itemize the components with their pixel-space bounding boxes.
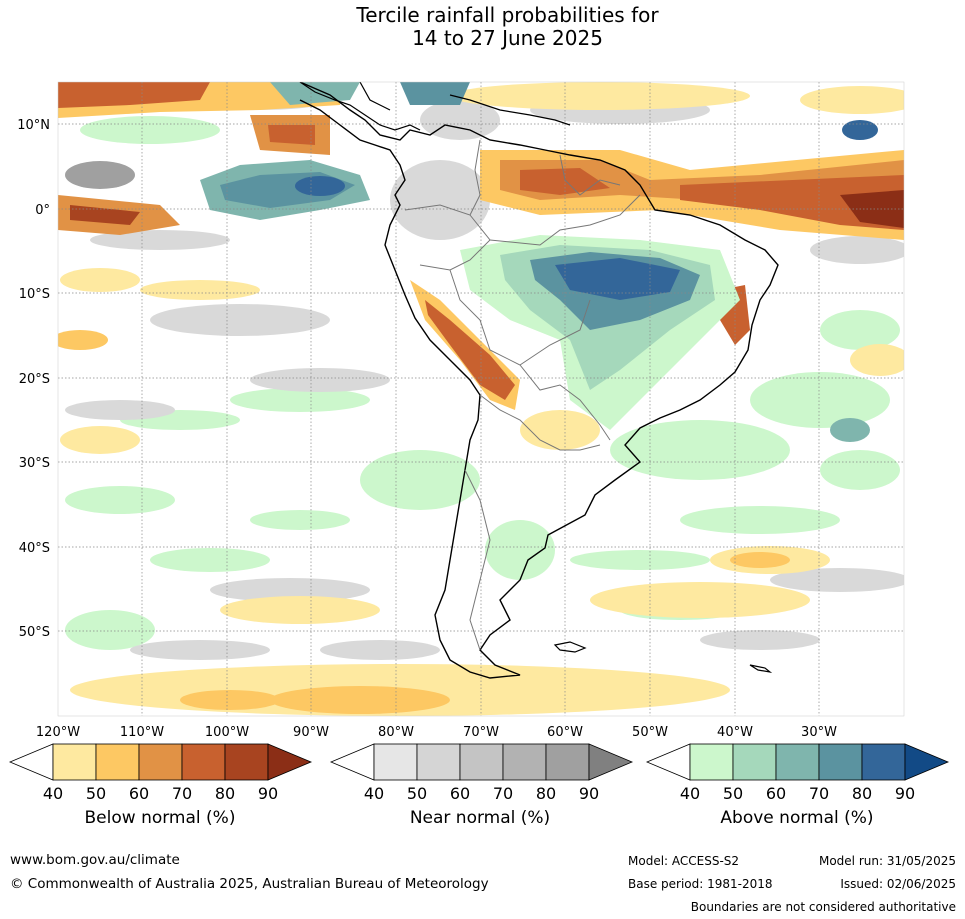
below-normal-core-equator-west [70,205,140,225]
south-georgia [749,664,773,673]
above-normal-colorbar-max-extension [904,743,950,781]
lat-label: 50°S [19,625,50,640]
below-normal-colorbar-tick: 90 [258,784,278,803]
near-normal-colorbar-segment [545,743,590,781]
lon-label: 80°W [378,725,414,740]
above-normal-colorbar-tick: 40 [680,784,700,803]
model-text: Model: ACCESS-S2 [628,854,740,868]
above-normal-colorbar-tick: 70 [809,784,829,803]
lon-label: 60°W [547,725,583,740]
latitude-labels: 10°N 0° 10°S 20°S 30°S 40°S 50°S [17,118,50,640]
title-line-2: 14 to 27 June 2025 [412,26,603,50]
lon-label: 100°W [205,725,249,740]
above-normal-pacific-core [295,176,345,196]
near-normal-colorbar-segment [502,743,547,781]
near-normal-colorbar-tick: 50 [407,784,427,803]
above-normal-colorbar-min-extension [645,743,691,781]
below-normal-colorbar-tick: 50 [86,784,106,803]
near-normal-colorbar-segment [416,743,461,781]
near-normal-colorbar-max-extension [588,743,634,781]
colorbars: 40 50 60 70 80 90 40 50 60 70 80 90 40 50 60 70 80 90 [8,743,950,803]
longitude-labels: 120°W 110°W 100°W 90°W 80°W 70°W 60°W 50… [36,725,837,740]
lon-label: 110°W [120,725,164,740]
lon-label: 40°W [717,725,753,740]
above-normal-colorbar-tick: 50 [723,784,743,803]
above-normal-patches [65,116,900,650]
lon-label: 70°W [463,725,499,740]
website-text: www.bom.gov.au/climate [10,852,180,868]
copyright-text: © Commonwealth of Australia 2025, Austra… [10,876,489,892]
above-normal-caribbean [400,82,470,105]
model-run-text: Model run: 31/05/2025 [818,854,956,868]
above-normal-amazon-core [555,258,680,300]
near-normal-colorbar-min-extension [329,743,375,781]
near-normal-label: Near normal (%) [409,808,551,828]
graticule [58,82,904,716]
lon-label: 50°W [632,725,668,740]
below-normal-core-100w [268,125,315,145]
base-period-text: Base period: 1981-2018 [628,877,773,891]
map-frame [57,81,905,717]
above-normal-colorbar-segment [775,743,820,781]
boundaries-disclaimer: Boundaries are not considered authoritat… [690,900,956,914]
below-normal-colorbar-segment [224,743,269,781]
below-normal-max-atlantic [840,190,904,228]
title-line-1: Tercile rainfall probabilities for [356,3,659,27]
above-normal-label: Above normal (%) [720,808,874,828]
lon-label: 30°W [801,725,837,740]
south-america-coastline [299,82,779,679]
map-title: Tercile rainfall probabilities for 14 to… [0,4,965,50]
lat-label: 40°S [19,541,50,556]
above-normal-south-atlantic [830,418,870,442]
lon-label: 90°W [293,725,329,740]
above-normal-colorbar-tick: 80 [852,784,872,803]
near-normal-colorbar-segment [373,743,418,781]
near-normal-colorbar-tick: 80 [536,784,556,803]
lat-label: 10°N [17,118,50,133]
near-normal-colorbar-tick: 90 [579,784,599,803]
below-normal-andes-core [425,300,515,400]
near-normal-colorbar-segment [459,743,504,781]
issued-text: Issued: 02/06/2025 [840,877,956,891]
below-normal-colorbar-segment [52,743,97,781]
below-normal-core-atlantic [680,175,904,230]
below-normal-colorbar-tick: 60 [129,784,149,803]
near-normal-colorbar-tick: 70 [493,784,513,803]
above-normal-colorbar-tick: 60 [766,784,786,803]
lat-label: 30°S [19,456,50,471]
below-normal-colorbar-min-extension [8,743,54,781]
above-normal-colorbar-segment [861,743,906,781]
near-normal-colorbar-tick: 60 [450,784,470,803]
below-normal-medium-patches [58,330,790,714]
below-normal-label: Below normal (%) [84,808,236,828]
below-normal-colorbar-segment [181,743,226,781]
below-normal-strong-north [58,82,210,108]
above-normal-colorbar-segment [732,743,777,781]
below-normal-colorbar-tick: 70 [172,784,192,803]
falklands [553,641,587,653]
below-normal-colorbar-max-extension [267,743,313,781]
near-normal-colorbar-tick: 40 [364,784,384,803]
above-normal-north-pacific [270,82,360,105]
central-america-coastline [299,82,421,131]
country-borders [404,139,641,651]
below-normal-colorbar-segment [95,743,140,781]
below-normal-colorbar-tick: 80 [215,784,235,803]
below-normal-colorbar-segment [138,743,183,781]
above-normal-colorbar-segment [689,743,734,781]
lat-label: 10°S [19,287,50,302]
lat-label: 0° [35,203,50,218]
caribbean-coastline [359,82,571,126]
near-normal-strong-patch [65,161,135,189]
above-normal-colorbar-segment [818,743,863,781]
above-normal-atlantic-core [842,120,878,140]
above-normal-colorbar-tick: 90 [895,784,915,803]
below-normal-colorbar-tick: 40 [43,784,63,803]
lat-label: 20°S [19,372,50,387]
lon-label: 120°W [36,725,80,740]
